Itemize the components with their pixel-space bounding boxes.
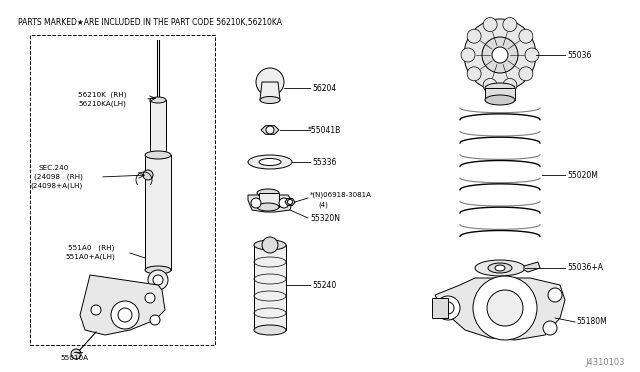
Circle shape: [467, 29, 481, 43]
Ellipse shape: [485, 83, 515, 93]
Circle shape: [519, 67, 533, 81]
Circle shape: [436, 296, 460, 320]
Circle shape: [91, 305, 101, 315]
Polygon shape: [432, 298, 448, 318]
Text: 55180M: 55180M: [576, 317, 607, 327]
Circle shape: [153, 275, 163, 285]
Circle shape: [442, 302, 454, 314]
Circle shape: [143, 170, 153, 180]
Text: 56204: 56204: [312, 83, 336, 93]
Text: 55320N: 55320N: [310, 214, 340, 222]
Text: SEC.240: SEC.240: [38, 165, 68, 171]
Circle shape: [467, 67, 481, 81]
Text: (4): (4): [318, 202, 328, 208]
Circle shape: [483, 17, 497, 32]
Ellipse shape: [495, 265, 505, 271]
Circle shape: [118, 308, 132, 322]
Circle shape: [256, 68, 284, 96]
Circle shape: [461, 48, 475, 62]
Text: 55336: 55336: [312, 157, 337, 167]
Circle shape: [519, 29, 533, 43]
Polygon shape: [150, 100, 166, 155]
Text: 56210K  (RH): 56210K (RH): [78, 92, 127, 98]
Polygon shape: [145, 155, 171, 270]
Text: 56210KA(LH): 56210KA(LH): [78, 101, 126, 107]
Polygon shape: [260, 82, 280, 100]
Text: PARTS MARKED★ARE INCLUDED IN THE PART CODE 56210K,56210KA: PARTS MARKED★ARE INCLUDED IN THE PART CO…: [18, 18, 282, 27]
Ellipse shape: [257, 189, 279, 197]
Ellipse shape: [475, 260, 525, 276]
Ellipse shape: [254, 325, 286, 335]
Circle shape: [548, 288, 562, 302]
Circle shape: [150, 315, 160, 325]
Ellipse shape: [257, 203, 279, 211]
Circle shape: [262, 237, 278, 253]
Ellipse shape: [150, 152, 166, 158]
Text: *55041B: *55041B: [308, 125, 341, 135]
Polygon shape: [80, 275, 165, 335]
Text: 55240: 55240: [312, 280, 336, 289]
Polygon shape: [261, 126, 279, 134]
Text: (24098   (RH): (24098 (RH): [34, 174, 83, 180]
Circle shape: [482, 37, 518, 73]
Ellipse shape: [145, 151, 171, 159]
Text: 551A0   (RH): 551A0 (RH): [68, 245, 115, 251]
Circle shape: [473, 276, 537, 340]
Circle shape: [145, 293, 155, 303]
Text: *(N)06918-3081A: *(N)06918-3081A: [310, 192, 372, 198]
Circle shape: [111, 301, 139, 329]
Polygon shape: [254, 245, 286, 330]
Polygon shape: [259, 193, 279, 207]
Text: (24098+A(LH): (24098+A(LH): [30, 183, 83, 189]
Circle shape: [503, 78, 517, 92]
Ellipse shape: [150, 97, 166, 103]
Circle shape: [251, 198, 261, 208]
Circle shape: [148, 270, 168, 290]
Circle shape: [464, 19, 536, 91]
Ellipse shape: [254, 240, 286, 250]
Text: 55036: 55036: [567, 51, 591, 60]
Circle shape: [492, 47, 508, 63]
Polygon shape: [485, 88, 515, 100]
Ellipse shape: [485, 95, 515, 105]
Ellipse shape: [488, 263, 512, 273]
Polygon shape: [524, 262, 540, 272]
Ellipse shape: [259, 158, 281, 166]
Circle shape: [279, 198, 289, 208]
Polygon shape: [248, 195, 292, 212]
Text: 551A0+A(LH): 551A0+A(LH): [65, 254, 115, 260]
Polygon shape: [435, 278, 565, 340]
Circle shape: [525, 48, 539, 62]
Text: 55020M: 55020M: [567, 170, 598, 180]
Ellipse shape: [145, 266, 171, 274]
Text: J4310103: J4310103: [586, 358, 625, 367]
Polygon shape: [285, 199, 295, 205]
Circle shape: [487, 290, 523, 326]
Circle shape: [71, 349, 81, 359]
Circle shape: [266, 126, 274, 134]
Text: 55036+A: 55036+A: [567, 263, 603, 273]
Circle shape: [287, 199, 292, 205]
Circle shape: [503, 17, 517, 32]
Text: 55010A: 55010A: [60, 355, 88, 361]
Ellipse shape: [248, 155, 292, 169]
Ellipse shape: [260, 96, 280, 103]
Circle shape: [543, 321, 557, 335]
Circle shape: [483, 78, 497, 92]
